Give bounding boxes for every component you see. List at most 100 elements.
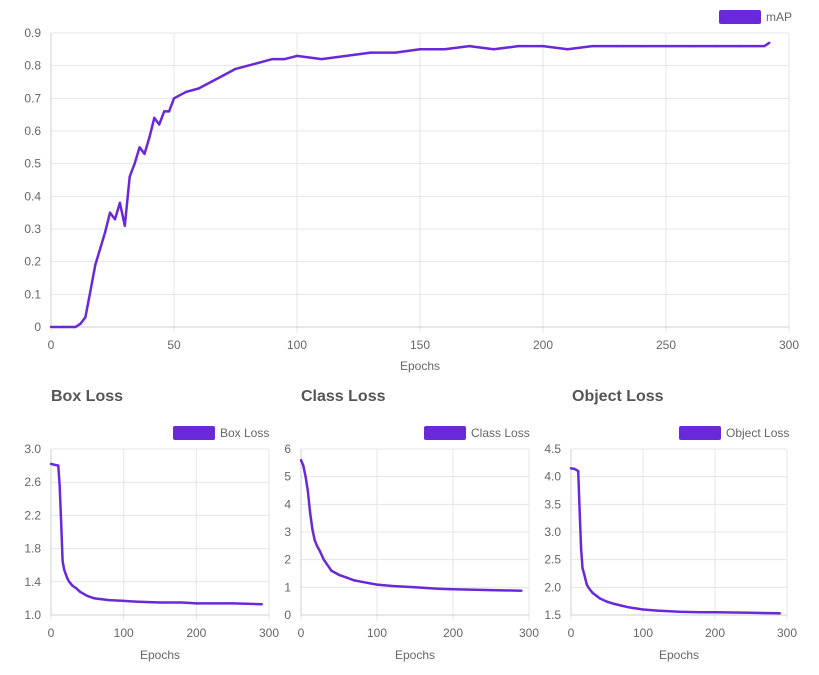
box-data-point [180,601,183,604]
map-data-point [258,61,262,64]
cls-legend-label: Class Loss [471,426,530,440]
cls-xtick-label: 0 [298,626,305,640]
map-data-point [246,64,249,67]
obj-legend[interactable]: Object Loss [679,426,789,440]
obj-data-point [713,611,717,614]
box-data-point [86,594,89,598]
cls-data-point [299,458,303,462]
cls-ytick-label: 2 [284,553,291,567]
box-data-point [100,598,104,601]
map-xtick-label: 150 [410,338,430,352]
box-data-point [231,602,234,605]
map-data-point [94,263,97,267]
box-data-point [158,601,162,604]
map-ytick-label: 0.5 [24,157,41,171]
obj-legend-label: Object Loss [726,426,789,440]
map-data-point [664,44,668,48]
map-data-point [162,110,166,113]
map-chart: 0 0.1 0.2 0.3 0.4 0.5 0.6 0.7 0.8 0.9 0 50 100 150 200… [24,10,799,373]
cls-data-point [391,584,394,588]
map-ytick-label: 0.1 [24,287,41,301]
obj-xtick-label: 0 [568,626,575,640]
cls-ytick-label: 4 [284,497,291,511]
obj-ytick-label: 3.5 [544,497,561,511]
map-data-point [84,316,87,319]
map-data-point [99,247,102,250]
map-ytick-label: 0.9 [24,26,41,40]
cls-data-point [520,589,523,592]
cls-data-point [375,583,379,586]
cls-data-point [451,588,455,591]
map-data-point [79,322,82,325]
cls-data-point [315,544,319,548]
map-data-point [138,146,141,149]
box-data-point [75,587,78,590]
box-data-point [260,603,263,606]
map-data-point [74,325,77,329]
box-legend[interactable]: Box Loss [173,426,269,440]
map-data-point [153,116,156,120]
obj-chart: 1.5 2.0 2.5 3.0 3.5 4.0 4.5 0 100 200 300 Epochs Obj… [544,426,797,662]
cls-ytick-label: 5 [284,470,291,484]
box-data-point [59,522,63,525]
cls-data-point [306,489,310,492]
map-xtick-label: 0 [48,338,55,352]
map-data-point [89,289,92,293]
box-ytick-label: 2.2 [24,508,41,522]
map-data-point [295,54,299,58]
map-data-point [394,51,397,54]
map-data-point [566,48,569,51]
obj-legend-swatch [679,426,721,440]
cls-data-point [330,569,333,572]
cls-data-point [413,586,417,589]
cls-data-point [489,588,493,592]
obj-data-point [577,469,580,473]
map-data-point [541,44,545,48]
cls-data-point [436,587,439,590]
box-data-point [65,576,69,579]
obj-ytick-label: 1.5 [544,608,561,622]
cls-data-point [345,576,348,579]
obj-data-point [641,608,645,611]
map-data-point [133,162,136,165]
map-data-point [123,224,127,227]
obj-data-point [585,583,589,586]
cls-xtick-label: 100 [367,626,387,640]
cls-ytick-label: 6 [284,442,291,456]
map-data-point [209,80,213,84]
box-data-point [58,485,61,488]
map-xtick-label: 100 [287,338,307,352]
obj-data-point [578,508,581,512]
map-data-point [443,48,446,51]
box-series-line [50,462,262,606]
map-ytick-label: 0 [34,320,41,334]
map-data-point [62,325,65,329]
box-loss-title: Box Loss [51,388,124,405]
map-data-point [492,48,495,51]
cls-legend[interactable]: Class Loss [424,426,530,440]
map-legend-label: mAP [766,10,792,24]
box-data-point [137,600,140,603]
obj-data-point [573,467,576,471]
map-xtick-label: 200 [533,338,553,352]
box-data-point [61,559,64,563]
map-data-point [128,175,131,178]
box-ytick-label: 2.6 [24,475,41,489]
cls-data-point [318,550,322,553]
obj-data-point [581,566,584,570]
map-xtick-label: 250 [656,338,676,352]
map-data-point [158,123,161,126]
class-loss-title: Class Loss [301,388,386,405]
box-legend-label: Box Loss [220,426,269,440]
map-data-point [591,44,594,48]
map-legend[interactable]: mAP [719,10,792,24]
map-legend-swatch [719,10,761,24]
map-ytick-label: 0.7 [24,91,41,105]
map-data-point [738,44,741,48]
map-ytick-label: 0.2 [24,255,41,269]
obj-data-point [749,611,753,614]
map-data-point [49,325,53,329]
map-data-point [234,67,237,71]
obj-data-point [613,602,616,606]
map-data-point [689,44,692,48]
